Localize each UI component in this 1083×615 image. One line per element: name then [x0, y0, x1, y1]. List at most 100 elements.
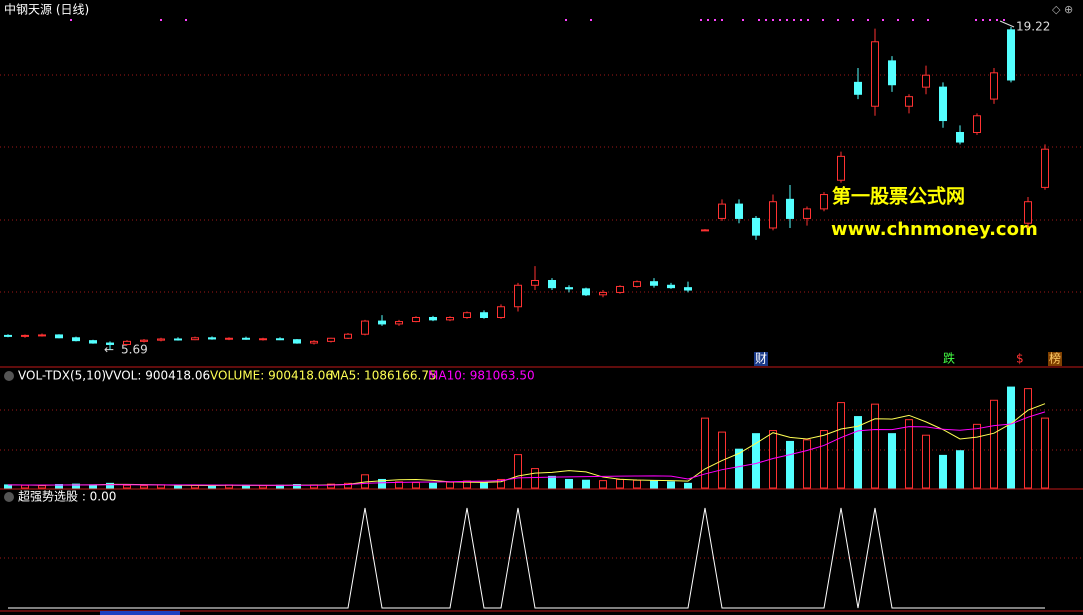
candle-body	[191, 337, 199, 341]
event-tag[interactable]: 财	[755, 352, 767, 366]
candle-body	[871, 41, 879, 107]
volume-bar	[565, 478, 573, 489]
candle-body	[480, 312, 488, 318]
candle-body	[735, 203, 743, 219]
volume-stat: MA5: 1086166.75	[330, 369, 437, 383]
volume-bar	[480, 482, 488, 489]
volume-bar	[1024, 388, 1032, 489]
volume-stat: VOLUME: 900418.06	[210, 369, 333, 383]
candle-body	[310, 340, 318, 344]
candle-body	[837, 155, 845, 181]
signal-dot	[793, 19, 795, 21]
candle-body	[922, 74, 930, 88]
signal-dot	[852, 19, 854, 21]
volume-bar	[548, 475, 556, 489]
candle-body	[38, 334, 46, 337]
volume-stat: MA10: 981063.50	[428, 369, 535, 383]
signal-dot	[867, 19, 869, 21]
volume-bar	[106, 482, 114, 489]
volume-title: VOL-TDX(5,10)	[18, 369, 106, 383]
candle-body	[939, 86, 947, 122]
signal-dot	[779, 19, 781, 21]
signal-dot	[160, 19, 162, 21]
signal-dot	[996, 19, 998, 21]
candle-body	[395, 321, 403, 325]
event-badge	[754, 352, 768, 366]
volume-bar	[514, 454, 522, 489]
high-annotation: 19.22	[1016, 20, 1050, 34]
volume-bar	[803, 439, 811, 489]
signal-dot	[975, 19, 977, 21]
candle-body	[1007, 29, 1015, 81]
candle-body	[157, 338, 165, 341]
candle-body	[582, 288, 590, 296]
candle-body	[225, 337, 233, 340]
candle-body	[4, 334, 12, 337]
candle-body	[803, 208, 811, 219]
volume-bar	[446, 481, 454, 489]
volume-bar	[786, 440, 794, 489]
volume-bar	[1041, 417, 1049, 489]
panel-toggle[interactable]	[4, 371, 14, 381]
scrollbar[interactable]	[100, 611, 180, 615]
signal-dot	[714, 19, 716, 21]
indicator-line	[8, 507, 1045, 609]
volume-bar	[123, 484, 131, 489]
signal-dot	[800, 19, 802, 21]
signal-dot	[742, 19, 744, 21]
candle-body	[106, 342, 114, 345]
event-tag[interactable]: 榜	[1049, 351, 1061, 366]
candle-body	[786, 198, 794, 219]
volume-bar	[293, 484, 301, 489]
candle-body	[854, 81, 862, 95]
volume-bar	[259, 485, 267, 489]
signal-dot	[185, 19, 187, 21]
volume-bar	[701, 417, 709, 489]
ma-line	[7, 411, 1046, 486]
volume-bar	[55, 484, 63, 489]
watermark: 第一股票公式网	[832, 185, 965, 208]
candle-body	[412, 316, 420, 323]
candle-body	[378, 320, 386, 325]
signal-dot	[982, 19, 984, 21]
signal-dot	[989, 19, 991, 21]
volume-bar	[616, 478, 624, 489]
volume-stat: VVOL: 900418.06	[105, 369, 210, 383]
signal-dot	[822, 19, 824, 21]
candle-body	[89, 340, 97, 344]
volume-bar	[208, 485, 216, 489]
signal-dot	[765, 19, 767, 21]
volume-bar	[888, 433, 896, 489]
candle-body	[208, 337, 216, 340]
signal-dot	[565, 19, 567, 21]
volume-bar	[531, 468, 539, 489]
candle-body	[888, 60, 896, 86]
candle-body	[242, 337, 250, 340]
volume-bar	[1007, 386, 1015, 489]
event-tag[interactable]: 跌	[943, 351, 955, 366]
volume-bar	[327, 483, 335, 489]
volume-bar	[854, 416, 862, 489]
candle-body	[667, 284, 675, 289]
event-tag[interactable]: $	[1016, 352, 1024, 366]
volume-bar	[344, 482, 352, 489]
volume-bar	[905, 419, 913, 489]
candle-body	[548, 279, 556, 289]
candle-body	[497, 306, 505, 318]
candle-body	[361, 320, 369, 335]
panel-toggle[interactable]	[4, 492, 14, 502]
candle-body	[276, 338, 284, 341]
signal-dot	[1003, 19, 1005, 21]
signal-dot	[700, 19, 702, 21]
signal-dot	[772, 19, 774, 21]
candle-body	[956, 131, 964, 143]
volume-bar	[174, 485, 182, 489]
candle-body	[565, 287, 573, 290]
window-icons[interactable]: ◇ ⊕	[1052, 3, 1073, 16]
volume-bar	[633, 479, 641, 489]
signal-dot	[897, 19, 899, 21]
candle-body	[429, 316, 437, 321]
signal-dot	[590, 19, 592, 21]
